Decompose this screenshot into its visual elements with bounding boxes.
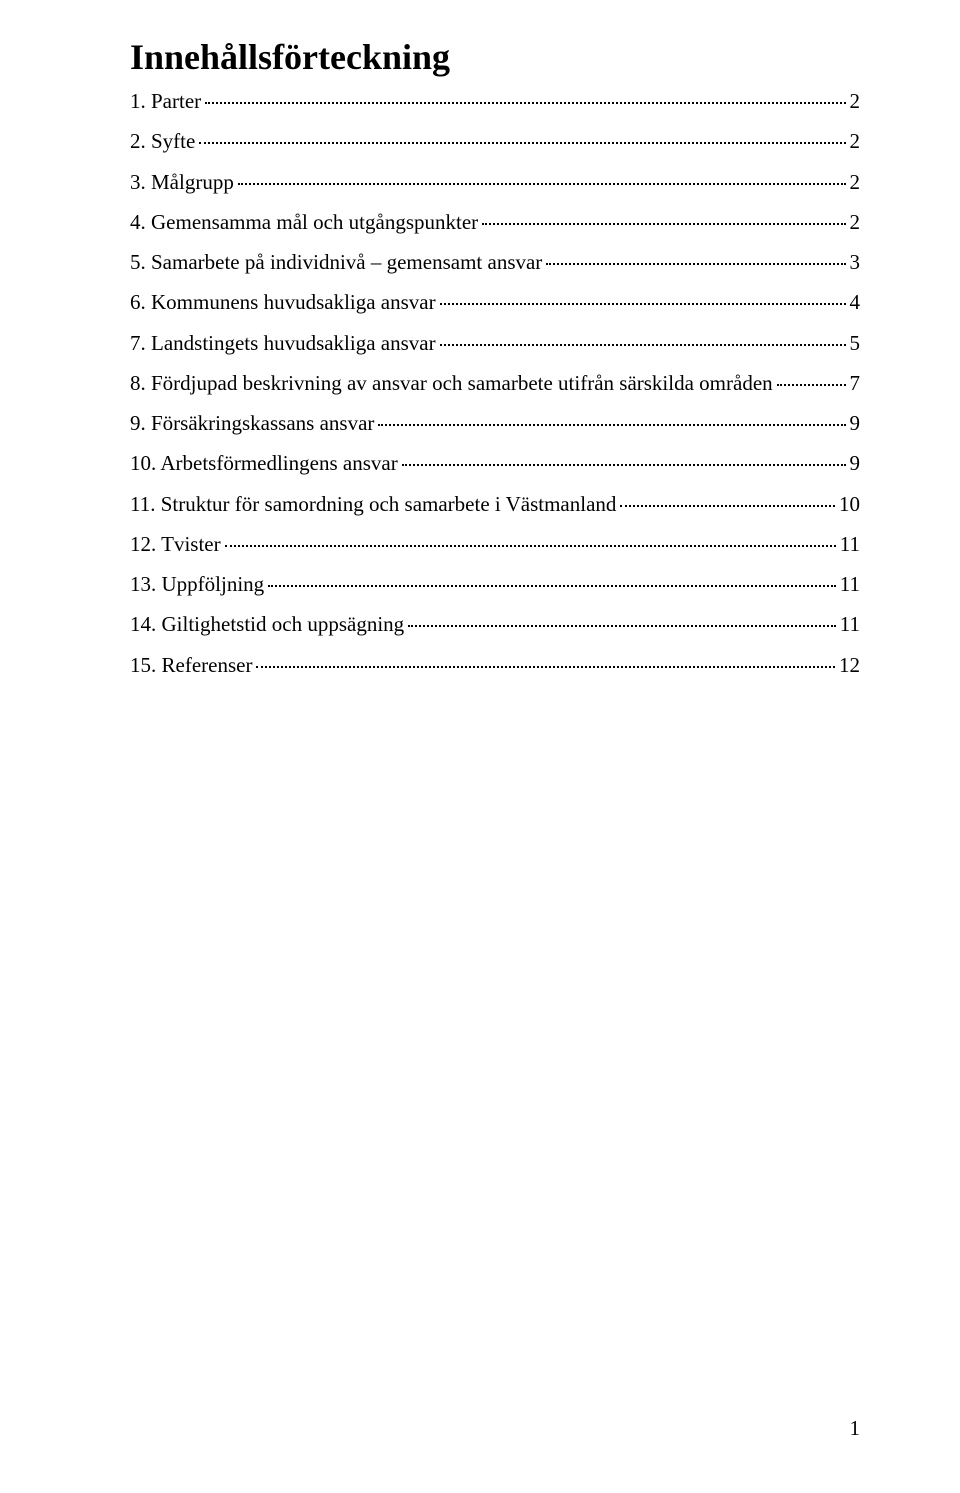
toc-leader xyxy=(482,223,845,225)
toc-entry-page: 5 xyxy=(850,330,861,356)
toc-entry: 10. Arbetsförmedlingens ansvar 9 xyxy=(130,450,860,476)
toc-leader xyxy=(440,344,846,346)
page: Innehållsförteckning 1. Parter22. Syfte2… xyxy=(0,0,960,1493)
toc-entry-page: 12 xyxy=(839,652,860,678)
toc-entry: 12. Tvister 11 xyxy=(130,531,860,557)
toc-title: Innehållsförteckning xyxy=(130,36,860,78)
toc-entry: 2. Syfte 2 xyxy=(130,128,860,154)
toc-leader xyxy=(378,424,845,426)
toc-entry-label: 9. Försäkringskassans ansvar xyxy=(130,410,374,436)
toc-entry-page: 9 xyxy=(850,410,861,436)
toc-entry: 15. Referenser 12 xyxy=(130,652,860,678)
toc-entry-label: 4. Gemensamma mål och utgångspunkter xyxy=(130,209,478,235)
toc-entry-label: 13. Uppföljning xyxy=(130,571,264,597)
toc-leader xyxy=(777,384,846,386)
toc-entry: 13. Uppföljning 11 xyxy=(130,571,860,597)
toc-entry-label: 12. Tvister xyxy=(130,531,221,557)
toc-entry-label: 7. Landstingets huvudsakliga ansvar xyxy=(130,330,436,356)
toc-entry: 7. Landstingets huvudsakliga ansvar 5 xyxy=(130,330,860,356)
toc-entry-label: 15. Referenser xyxy=(130,652,252,678)
toc-leader xyxy=(199,142,845,144)
toc-leader xyxy=(402,464,846,466)
toc-entry: 4. Gemensamma mål och utgångspunkter 2 xyxy=(130,209,860,235)
toc-leader xyxy=(408,625,836,627)
toc-leader xyxy=(440,303,846,305)
toc-entry-page: 2 xyxy=(850,128,861,154)
toc-entry: 8. Fördjupad beskrivning av ansvar och s… xyxy=(130,370,860,396)
toc-entry-page: 2 xyxy=(850,169,861,195)
page-number: 1 xyxy=(850,1416,861,1441)
toc-leader xyxy=(238,183,846,185)
toc-leader xyxy=(620,505,835,507)
toc-entry-page: 11 xyxy=(840,531,860,557)
toc-entry-label: 2. Syfte xyxy=(130,128,195,154)
toc-entry-page: 9 xyxy=(850,450,861,476)
toc-entry-label: 14. Giltighetstid och uppsägning xyxy=(130,611,404,637)
toc-entry: 3. Målgrupp 2 xyxy=(130,169,860,195)
toc-entry-label: 11. Struktur för samordning och samarbet… xyxy=(130,491,616,517)
toc-entry-page: 2 xyxy=(850,88,861,114)
toc-leader xyxy=(268,585,836,587)
toc-list: 1. Parter22. Syfte23. Målgrupp24. Gemens… xyxy=(130,88,860,678)
toc-entry-page: 10 xyxy=(839,491,860,517)
toc-entry: 5. Samarbete på individnivå – gemensamt … xyxy=(130,249,860,275)
toc-entry-label: 6. Kommunens huvudsakliga ansvar xyxy=(130,289,436,315)
toc-leader xyxy=(205,102,845,104)
toc-entry-label: 8. Fördjupad beskrivning av ansvar och s… xyxy=(130,370,773,396)
toc-entry-page: 3 xyxy=(850,249,861,275)
toc-leader xyxy=(225,545,836,547)
toc-entry-label: 1. Parter xyxy=(130,88,201,114)
toc-entry: 6. Kommunens huvudsakliga ansvar 4 xyxy=(130,289,860,315)
toc-entry: 9. Försäkringskassans ansvar 9 xyxy=(130,410,860,436)
toc-entry: 11. Struktur för samordning och samarbet… xyxy=(130,491,860,517)
toc-entry-label: 10. Arbetsförmedlingens ansvar xyxy=(130,450,398,476)
toc-entry-page: 7 xyxy=(850,370,861,396)
toc-entry: 1. Parter 2 xyxy=(130,88,860,114)
toc-entry-label: 5. Samarbete på individnivå – gemensamt … xyxy=(130,249,542,275)
toc-entry-page: 11 xyxy=(840,611,860,637)
toc-entry-page: 2 xyxy=(850,209,861,235)
toc-leader xyxy=(256,666,835,668)
toc-entry-page: 4 xyxy=(850,289,861,315)
toc-leader xyxy=(546,263,845,265)
toc-entry: 14. Giltighetstid och uppsägning 11 xyxy=(130,611,860,637)
toc-entry-label: 3. Målgrupp xyxy=(130,169,234,195)
toc-entry-page: 11 xyxy=(840,571,860,597)
